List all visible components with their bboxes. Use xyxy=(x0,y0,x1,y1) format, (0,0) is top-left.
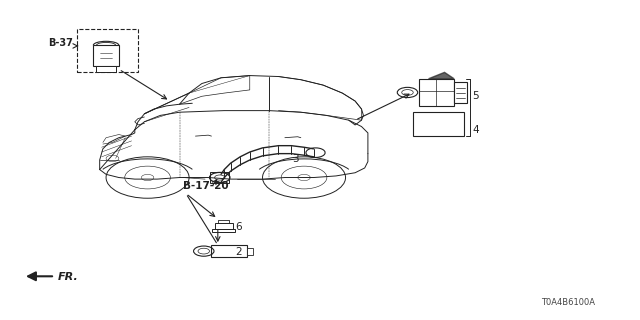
Bar xyxy=(93,45,119,66)
Text: T0A4B6100A: T0A4B6100A xyxy=(541,298,595,307)
Bar xyxy=(210,172,229,183)
Bar xyxy=(246,248,253,255)
Bar xyxy=(419,79,454,106)
Bar xyxy=(77,29,138,72)
Text: B-37: B-37 xyxy=(49,38,74,48)
Text: 5: 5 xyxy=(472,91,479,101)
Bar xyxy=(211,245,246,257)
Text: 2: 2 xyxy=(236,247,243,257)
Text: 4: 4 xyxy=(472,125,479,135)
Bar xyxy=(413,112,464,136)
Bar xyxy=(454,82,467,103)
Text: 6: 6 xyxy=(236,222,243,232)
Bar xyxy=(97,66,116,72)
Text: B-17-20: B-17-20 xyxy=(182,181,228,191)
Bar xyxy=(214,223,232,228)
Polygon shape xyxy=(429,72,454,79)
Text: FR.: FR. xyxy=(58,272,79,282)
Text: 3: 3 xyxy=(292,154,299,164)
Bar xyxy=(212,228,235,232)
